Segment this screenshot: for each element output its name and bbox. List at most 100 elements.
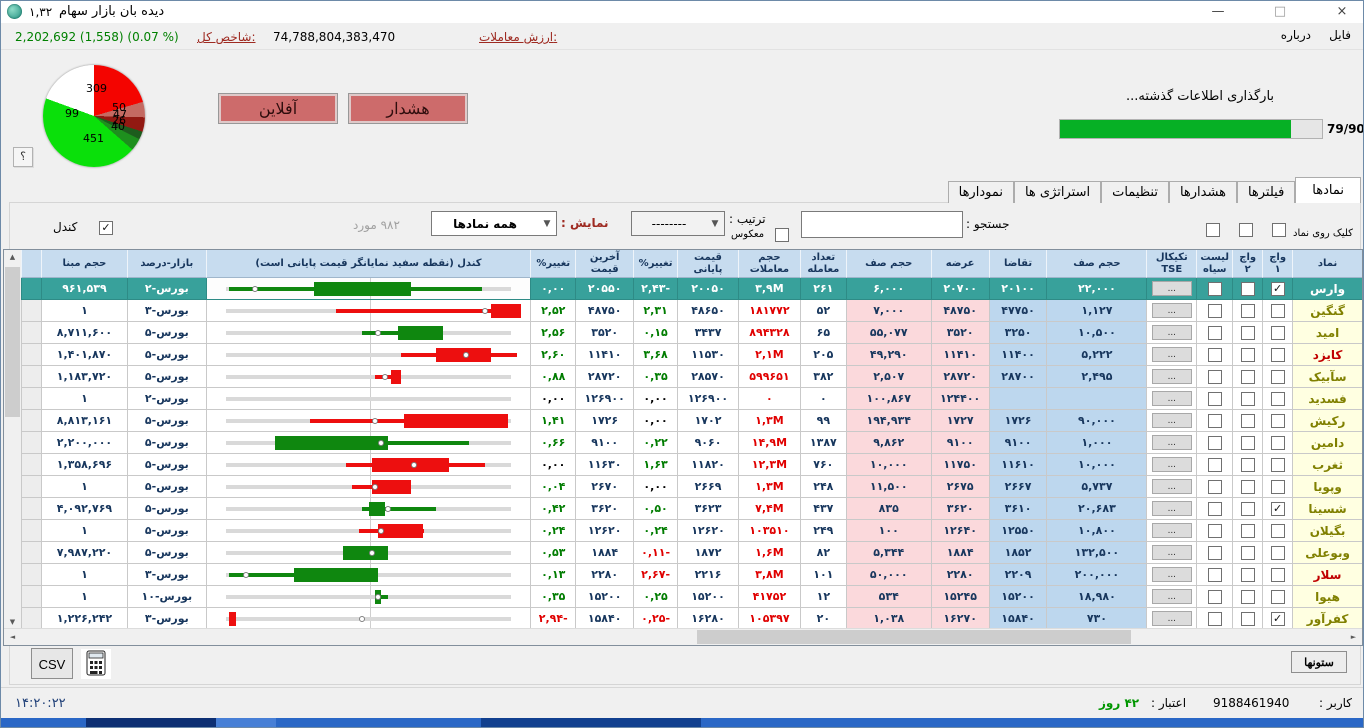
table-row[interactable]: ثغرب... ۱۰,۰۰۰ ۱۱۶۱۰ ۱۱۷۵۰ ۱۰,۰۰۰ ۷۶۰ ۱۲,۳M ۱۱۸…: [21, 454, 1362, 476]
search-input[interactable]: [801, 211, 963, 238]
tse-technical-button[interactable]: ...: [1151, 435, 1192, 450]
candle-toggle-checkbox[interactable]: ✓: [99, 221, 113, 235]
table-row[interactable]: وپویا... ۵,۷۳۷ ۲۶۶۷ ۲۶۷۵ ۱۱,۵۰۰ ۲۴۸ ۱,۳M ۲۶۶۹ ۰,…: [21, 476, 1362, 498]
column-header-demand[interactable]: تقاضا: [988, 250, 1047, 278]
symbol-option-checkbox-3[interactable]: [1206, 223, 1220, 237]
reverse-checkbox[interactable]: [775, 228, 789, 242]
vertical-scrollbar[interactable]: ▲ ▼: [4, 250, 22, 629]
row-header[interactable]: [21, 498, 41, 520]
blacklist-checkbox[interactable]: [1207, 413, 1222, 428]
help-button[interactable]: ؟: [13, 147, 33, 167]
column-header-blacklist[interactable]: لیست سیاه: [1196, 250, 1233, 278]
watch2-checkbox[interactable]: [1240, 611, 1255, 626]
row-header[interactable]: [21, 278, 41, 300]
blacklist-checkbox[interactable]: [1207, 347, 1222, 362]
column-header-base_vol[interactable]: حجم مبنا: [41, 250, 127, 278]
watch2-checkbox[interactable]: [1240, 369, 1255, 384]
tse-technical-button[interactable]: ...: [1151, 611, 1192, 626]
watch2-checkbox[interactable]: [1240, 391, 1255, 406]
row-header[interactable]: [21, 454, 41, 476]
tab-0[interactable]: نمادها: [1295, 177, 1361, 203]
tse-technical-button[interactable]: ...: [1151, 567, 1192, 582]
symbol-option-checkbox-2[interactable]: [1239, 223, 1253, 237]
row-header[interactable]: [21, 564, 41, 586]
row-header[interactable]: [21, 410, 41, 432]
watch1-checkbox[interactable]: [1270, 413, 1285, 428]
scroll-left-icon[interactable]: ◄: [9, 633, 16, 641]
tse-technical-button[interactable]: ...: [1151, 479, 1192, 494]
column-header-trade_vol[interactable]: حجم معاملات: [737, 250, 800, 278]
column-header-symbol[interactable]: نماد: [1292, 250, 1362, 278]
index-link[interactable]: شاخص کل:: [197, 30, 256, 44]
menu-file[interactable]: فایل: [1329, 28, 1351, 42]
watch1-checkbox[interactable]: ✓: [1270, 281, 1285, 296]
row-header[interactable]: [21, 344, 41, 366]
tse-technical-button[interactable]: ...: [1151, 545, 1192, 560]
watch1-checkbox[interactable]: [1270, 589, 1285, 604]
table-row[interactable]: وارس ✓... ۲۲,۰۰۰ ۲۰۱۰۰ ۲۰۷۰۰ ۶,۰۰۰ ۲۶۱ ۳,۹M ۲۰۰۵…: [21, 278, 1362, 300]
row-header[interactable]: [21, 542, 41, 564]
watch1-checkbox[interactable]: [1270, 479, 1285, 494]
watch2-checkbox[interactable]: [1240, 523, 1255, 538]
watch1-checkbox[interactable]: [1270, 457, 1285, 472]
offline-button[interactable]: آفلاین: [218, 93, 338, 124]
watch1-checkbox[interactable]: [1270, 369, 1285, 384]
blacklist-checkbox[interactable]: [1207, 281, 1222, 296]
display-combobox[interactable]: ▼ همه نمادها: [431, 211, 557, 236]
watch2-checkbox[interactable]: [1240, 435, 1255, 450]
symbol-option-checkbox-1[interactable]: [1272, 223, 1286, 237]
column-header-buy_queue_vol[interactable]: حجم صف: [1046, 250, 1147, 278]
tab-5[interactable]: نمودارها: [947, 181, 1014, 203]
column-header-supply[interactable]: عرضه: [930, 250, 989, 278]
tse-technical-button[interactable]: ...: [1151, 347, 1192, 362]
row-header[interactable]: [21, 520, 41, 542]
row-header[interactable]: [21, 300, 41, 322]
watch2-checkbox[interactable]: [1240, 567, 1255, 582]
menu-about[interactable]: درباره: [1280, 28, 1311, 42]
columns-button[interactable]: ستونها: [1291, 651, 1347, 673]
column-header-market[interactable]: بازار-درصد: [126, 250, 206, 278]
blacklist-checkbox[interactable]: [1207, 457, 1222, 472]
table-row[interactable]: کایزد... ۵,۲۲۲ ۱۱۴۰۰ ۱۱۴۱۰ ۴۹,۲۹۰ ۲۰۵ ۲,۱M ۱۱۵۳…: [21, 344, 1362, 366]
column-header-candle[interactable]: کندل (نقطه سفید نمایانگر قیمت پایانی است…: [205, 250, 531, 278]
tse-technical-button[interactable]: ...: [1151, 391, 1192, 406]
row-header[interactable]: [21, 586, 41, 608]
calculator-button[interactable]: [81, 649, 111, 679]
table-row[interactable]: کفرآور ✓... ۷۳۰ ۱۵۸۴۰ ۱۶۲۷۰ ۱,۰۳۸ ۲۰ ۱۰۵۳۹۷ ۱۶۲۸…: [21, 608, 1362, 629]
watch2-checkbox[interactable]: [1240, 347, 1255, 362]
tab-1[interactable]: فیلترها: [1236, 181, 1296, 203]
watch1-checkbox[interactable]: [1270, 567, 1285, 582]
blacklist-checkbox[interactable]: [1207, 369, 1222, 384]
blacklist-checkbox[interactable]: [1207, 435, 1222, 450]
column-header-watch1[interactable]: واچ ۱: [1262, 250, 1293, 278]
watch2-checkbox[interactable]: [1240, 303, 1255, 318]
table-row[interactable]: وبوعلی... ۱۳۲,۵۰۰ ۱۸۵۲ ۱۸۸۴ ۵,۳۴۴ ۸۲ ۱,۶M ۱۸۷۲-…: [21, 542, 1362, 564]
blacklist-checkbox[interactable]: [1207, 325, 1222, 340]
watch1-checkbox[interactable]: [1270, 391, 1285, 406]
watch2-checkbox[interactable]: [1240, 479, 1255, 494]
scroll-up-icon[interactable]: ▲: [9, 253, 16, 261]
table-row[interactable]: امید... ۱۰,۵۰۰ ۳۲۵۰ ۳۵۲۰ ۵۵,۰۷۷ ۶۵ ۸۹۴۳۲۸ ۳۴۳۷ ۰…: [21, 322, 1362, 344]
vertical-scroll-thumb[interactable]: [5, 267, 20, 417]
watch1-checkbox[interactable]: [1270, 303, 1285, 318]
table-row[interactable]: سلار... ۲۰۰,۰۰۰ ۲۲۰۹ ۲۲۸۰ ۵۰,۰۰۰ ۱۰۱ ۳,۸M ۲۲۱۶-…: [21, 564, 1362, 586]
watch2-checkbox[interactable]: [1240, 545, 1255, 560]
column-header-tse[interactable]: تکیکال TSE: [1146, 250, 1197, 278]
blacklist-checkbox[interactable]: [1207, 391, 1222, 406]
watch1-checkbox[interactable]: [1270, 545, 1285, 560]
watch1-checkbox[interactable]: ✓: [1270, 501, 1285, 516]
sort-combobox[interactable]: ▼ --------: [631, 211, 725, 236]
table-row[interactable]: دامین... ۱,۰۰۰ ۹۱۰۰ ۹۱۰۰ ۹,۸۶۲ ۱۳۸۷ ۱۴,۹M ۹۰۶۰ ۰…: [21, 432, 1362, 454]
watch1-checkbox[interactable]: [1270, 523, 1285, 538]
blacklist-checkbox[interactable]: [1207, 545, 1222, 560]
watch2-checkbox[interactable]: [1240, 589, 1255, 604]
watch1-checkbox[interactable]: [1270, 435, 1285, 450]
table-row[interactable]: رکیش... ۹۰,۰۰۰ ۱۷۲۶ ۱۷۲۷ ۱۹۴,۹۳۴ ۹۹ ۱,۳M ۱۷۰۲ ۰,…: [21, 410, 1362, 432]
alert-button[interactable]: هشدار: [348, 93, 468, 124]
close-button[interactable]: ×: [1336, 4, 1348, 19]
blacklist-checkbox[interactable]: [1207, 501, 1222, 516]
table-row[interactable]: هیوا... ۱۸,۹۸۰ ۱۵۲۰۰ ۱۵۲۴۵ ۵۳۴ ۱۲ ۴۱۷۵۲ ۱۵۲۰۰ ۰,…: [21, 586, 1362, 608]
column-header-sell_queue_vol[interactable]: حجم صف: [845, 250, 931, 278]
tse-technical-button[interactable]: ...: [1151, 457, 1192, 472]
watch1-checkbox[interactable]: [1270, 325, 1285, 340]
